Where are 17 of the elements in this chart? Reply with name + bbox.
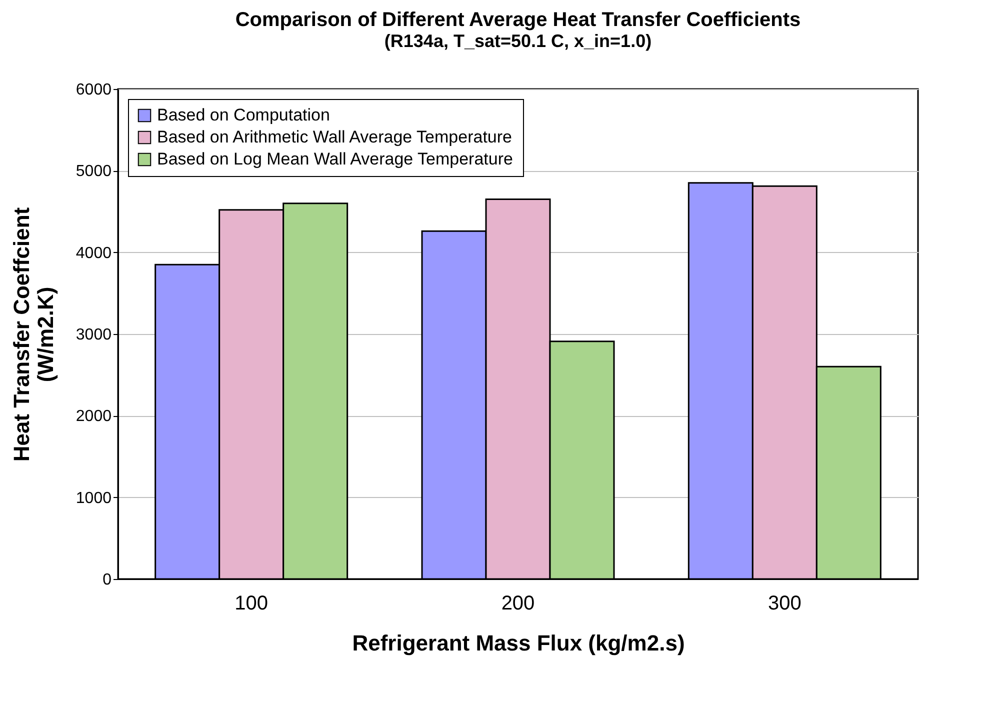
legend-label: Based on Computation xyxy=(157,106,330,124)
chart-title: Comparison of Different Average Heat Transfer Coefficients xyxy=(235,9,801,31)
y-axis-title: Heat Transfer Coeffcient (W/m2.K) xyxy=(8,206,58,462)
y-tick-label: 0 xyxy=(102,572,112,588)
y-tick-label: 1000 xyxy=(76,490,112,507)
x-axis-title: Refrigerant Mass Flux (kg/m2.s) xyxy=(352,630,685,656)
y-tick-label: 6000 xyxy=(76,82,112,98)
x-tick-label: 200 xyxy=(501,592,535,614)
y-tick-label: 3000 xyxy=(76,326,112,344)
chart-subtitle: (R134a, T_sat=50.1 C, x_in=1.0) xyxy=(384,31,652,51)
x-tick-label: 300 xyxy=(768,592,802,614)
y-tick-label: 4000 xyxy=(76,244,112,262)
legend-label: Based on Arithmetic Wall Average Temperature xyxy=(157,128,512,146)
y-tick-label: 5000 xyxy=(76,163,112,180)
y-tick-label: 2000 xyxy=(76,408,112,426)
x-tick-label: 100 xyxy=(234,592,268,614)
legend-label: Based on Log Mean Wall Average Temperature xyxy=(157,150,513,168)
